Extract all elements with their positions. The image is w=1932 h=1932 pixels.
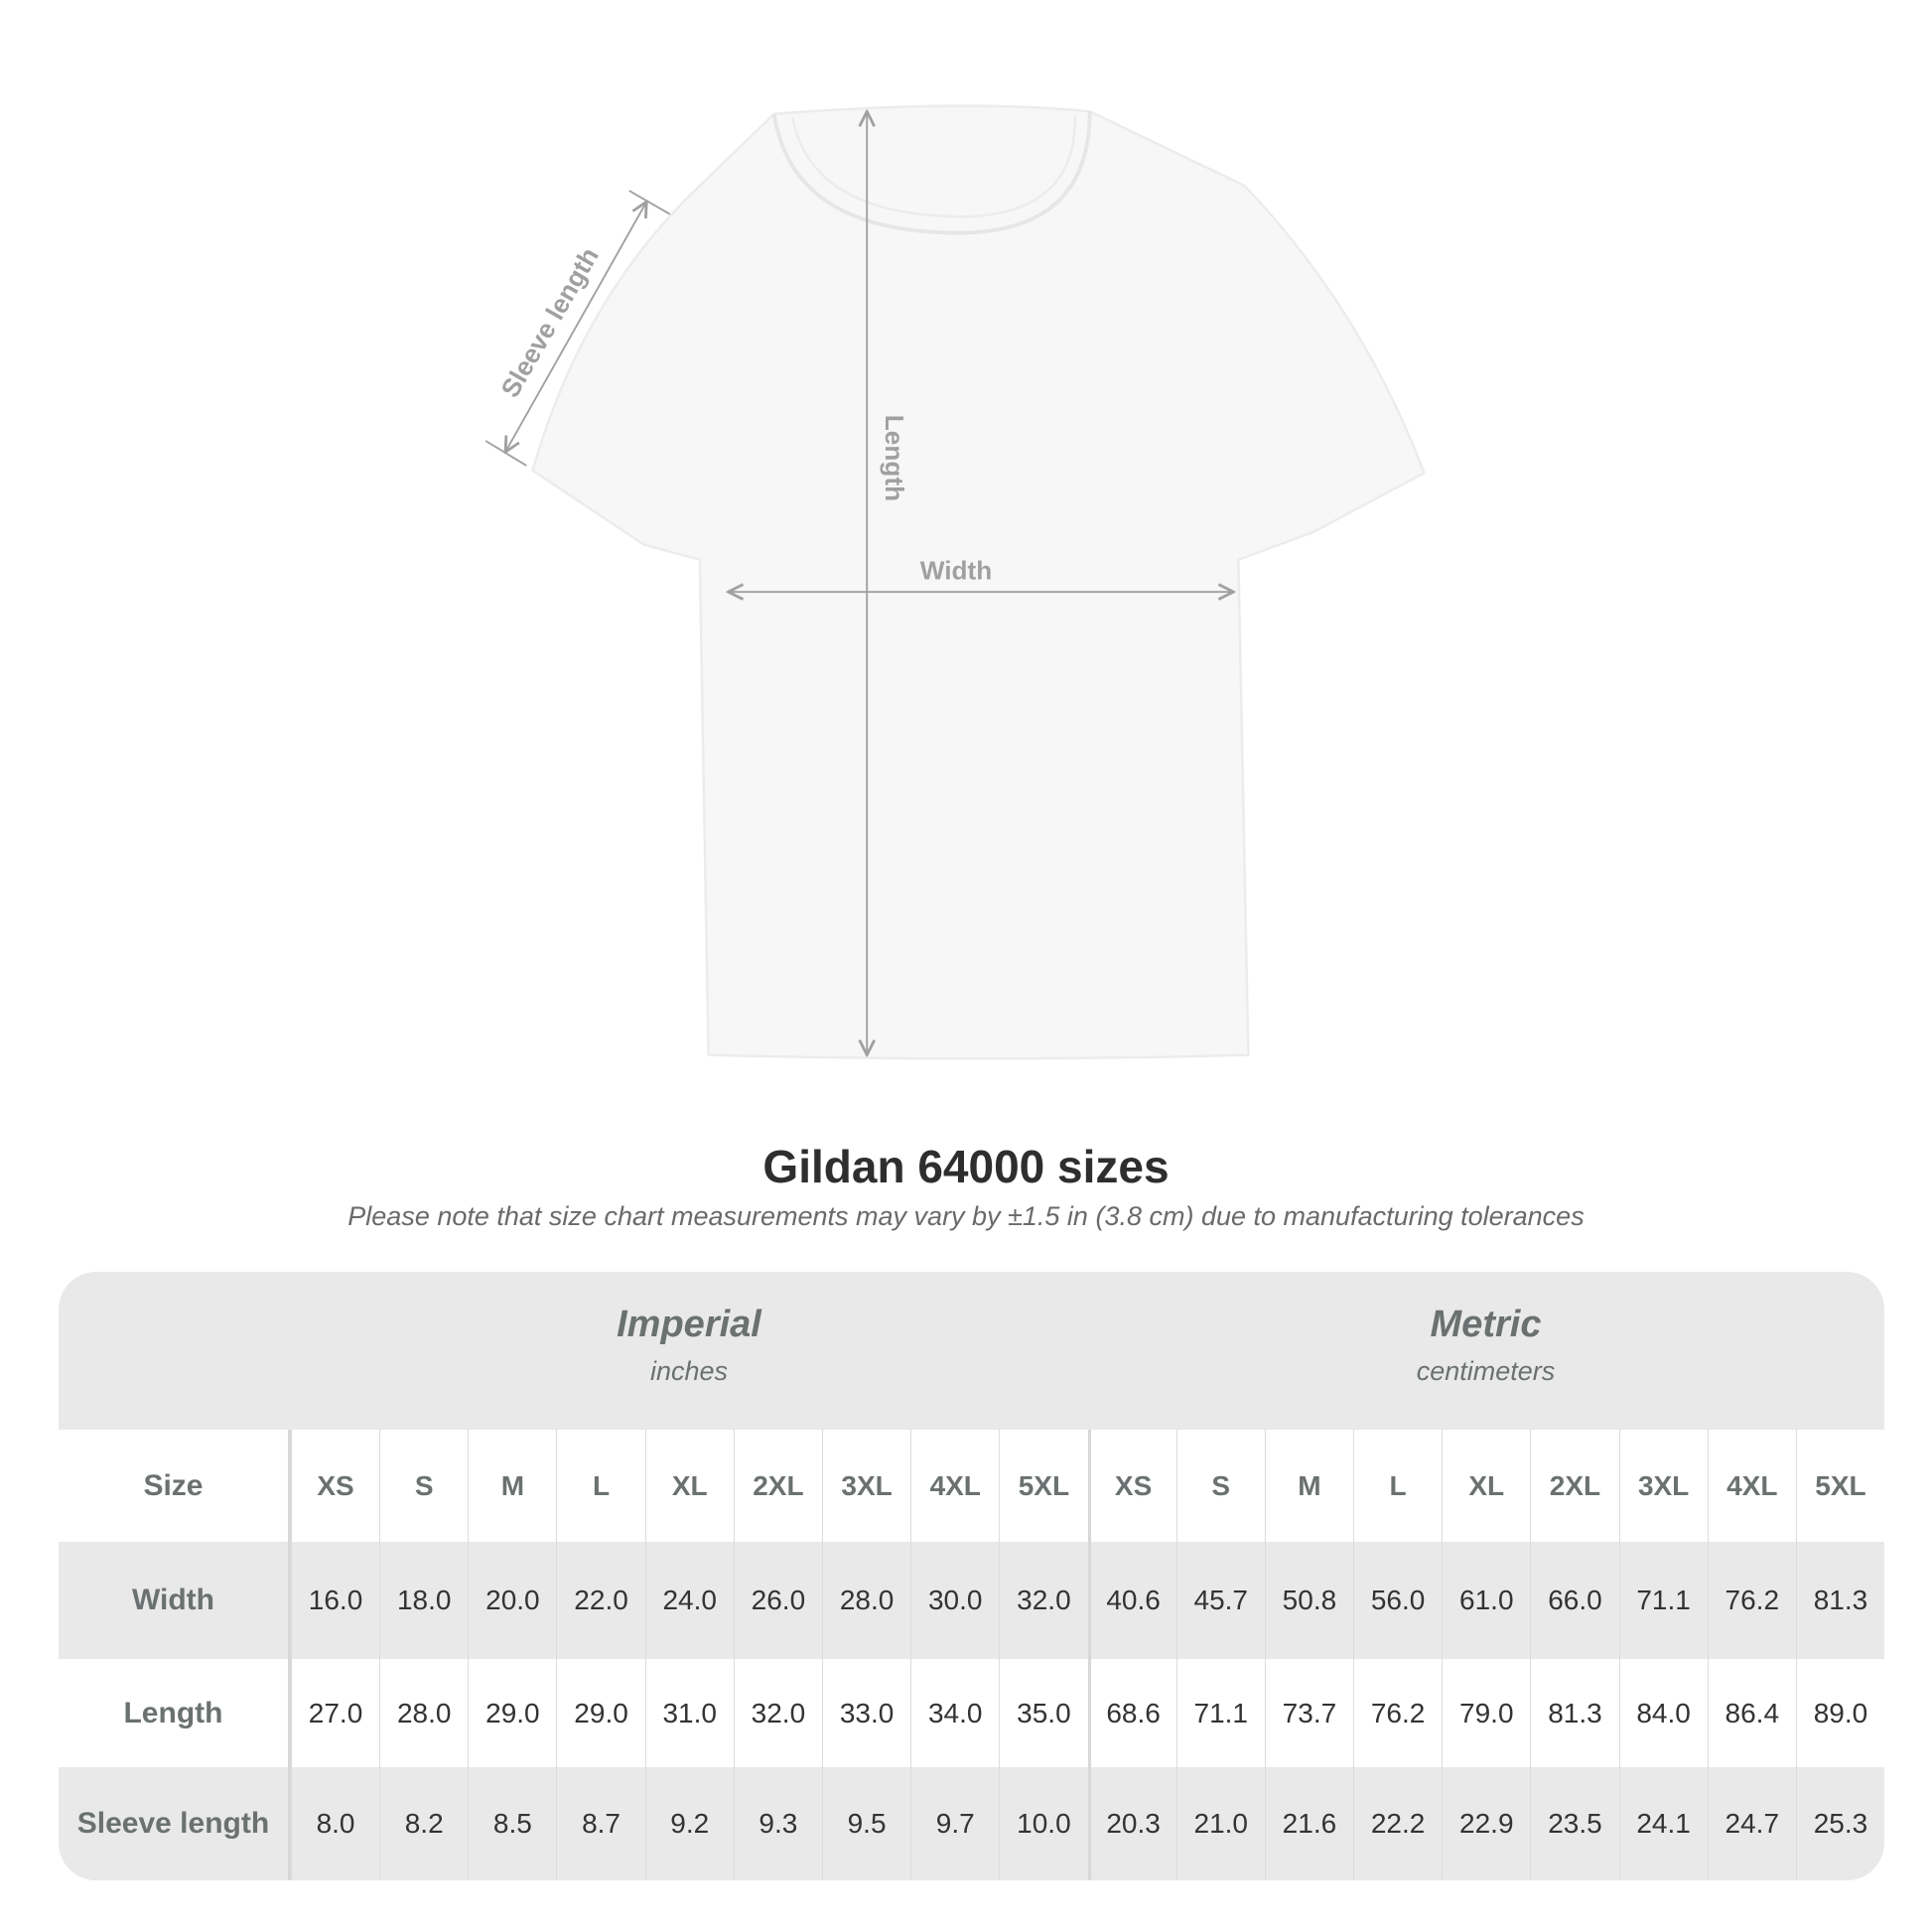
metric-size-header: XL [1442,1430,1530,1542]
imperial-value-cell: 32.0 [733,1659,822,1767]
table-row: Sleeve length 8.0 8.2 8.5 8.7 9.2 9.3 9.5 9.7 10.… [59,1767,1884,1880]
tshirt-diagram: Length Width Sleeve length [484,104,1427,1060]
imperial-value-cell: 33.0 [821,1659,910,1767]
sleeve-measure-line [505,202,646,452]
imperial-size-header: L [556,1430,644,1542]
metric-size-header: M [1264,1430,1353,1542]
metric-value-cell: 21.6 [1264,1767,1353,1880]
imperial-size-header: M [468,1430,556,1542]
metric-value-cell: 56.0 [1353,1542,1442,1659]
imperial-value-cell: 31.0 [644,1659,734,1767]
row-label: Length [59,1659,291,1767]
metric-value-cell: 81.3 [1795,1542,1884,1659]
imperial-value-cell: 9.3 [733,1767,822,1880]
metric-value-cell: 86.4 [1707,1659,1796,1767]
imperial-value-cell: 29.0 [468,1659,556,1767]
metric-value-cell: 22.2 [1353,1767,1442,1880]
metric-value-cell: 21.0 [1175,1767,1265,1880]
imperial-value-cell: 35.0 [999,1659,1087,1767]
imperial-value-cell: 34.0 [910,1659,999,1767]
metric-value-cell: 81.3 [1530,1659,1618,1767]
metric-value-cell: 68.6 [1087,1659,1176,1767]
metric-size-header: 4XL [1707,1430,1796,1542]
metric-value-cell: 76.2 [1707,1542,1796,1659]
metric-value-cell: 45.7 [1175,1542,1265,1659]
imperial-size-header: 2XL [733,1430,822,1542]
metric-value-cell: 71.1 [1175,1659,1265,1767]
metric-size-header: S [1175,1430,1265,1542]
imperial-value-cell: 26.0 [733,1542,822,1659]
metric-unit: centimeters [1416,1356,1556,1386]
metric-value-cell: 76.2 [1353,1659,1442,1767]
imperial-value-cell: 10.0 [999,1767,1087,1880]
metric-value-cell: 61.0 [1442,1542,1530,1659]
metric-value-cell: 66.0 [1530,1542,1618,1659]
row-label: Sleeve length [59,1767,291,1880]
page-title: Gildan 64000 sizes [762,1141,1170,1192]
metric-value-cell: 22.9 [1442,1767,1530,1880]
imperial-title: Imperial [617,1304,761,1345]
imperial-size-header: XS [290,1430,379,1542]
table-row: Length 27.0 28.0 29.0 29.0 31.0 32.0 33.0 34.0 35… [59,1659,1884,1767]
metric-value-cell: 73.7 [1264,1659,1353,1767]
imperial-size-header: XL [644,1430,734,1542]
metric-title: Metric [1430,1304,1542,1345]
metric-value-cell: 25.3 [1795,1767,1884,1880]
imperial-value-cell: 9.2 [644,1767,734,1880]
metric-value-cell: 24.1 [1618,1767,1708,1880]
metric-size-header: 3XL [1618,1430,1708,1542]
metric-value-cell: 20.3 [1087,1767,1176,1880]
metric-size-header: XS [1087,1430,1176,1542]
imperial-value-cell: 27.0 [290,1659,379,1767]
metric-size-header: 5XL [1795,1430,1884,1542]
imperial-size-header: 3XL [821,1430,910,1542]
imperial-size-header: 4XL [910,1430,999,1542]
table-row: Width 16.0 18.0 20.0 22.0 24.0 26.0 28.0 30.0 32.… [59,1542,1884,1659]
imperial-value-cell: 28.0 [821,1542,910,1659]
imperial-value-cell: 20.0 [468,1542,556,1659]
metric-value-cell: 71.1 [1618,1542,1708,1659]
imperial-value-cell: 8.2 [379,1767,468,1880]
imperial-value-cell: 32.0 [999,1542,1087,1659]
imperial-value-cell: 8.5 [468,1767,556,1880]
metric-size-header: 2XL [1530,1430,1618,1542]
metric-value-cell: 84.0 [1618,1659,1708,1767]
tolerance-note: Please note that size chart measurements… [347,1201,1585,1231]
imperial-value-cell: 9.7 [910,1767,999,1880]
imperial-value-cell: 22.0 [556,1542,644,1659]
imperial-value-cell: 8.7 [556,1767,644,1880]
imperial-value-cell: 8.0 [290,1767,379,1880]
imperial-unit: inches [649,1356,729,1386]
size-table: Imperial inches Metric centimeters Size X… [59,1272,1884,1880]
imperial-value-cell: 9.5 [821,1767,910,1880]
width-label: Width [920,556,992,586]
row-label: Width [59,1542,291,1659]
imperial-value-cell: 30.0 [910,1542,999,1659]
imperial-header: Imperial inches [291,1272,1087,1430]
metric-value-cell: 40.6 [1087,1542,1176,1659]
row-label: Size [59,1430,291,1542]
metric-size-header: L [1353,1430,1442,1542]
length-label: Length [880,415,909,501]
imperial-value-cell: 24.0 [644,1542,734,1659]
imperial-size-header: 5XL [999,1430,1087,1542]
metric-value-cell: 23.5 [1530,1767,1618,1880]
metric-value-cell: 79.0 [1442,1659,1530,1767]
size-header-row: Size XS S M L XL 2XL 3XL 4XL 5XL XS S M L XL 2XL 3XL 4XL 5… [59,1430,1884,1542]
metric-value-cell: 89.0 [1795,1659,1884,1767]
imperial-value-cell: 29.0 [556,1659,644,1767]
metric-value-cell: 24.7 [1707,1767,1796,1880]
metric-value-cell: 50.8 [1264,1542,1353,1659]
imperial-value-cell: 18.0 [379,1542,468,1659]
imperial-value-cell: 28.0 [379,1659,468,1767]
imperial-value-cell: 16.0 [290,1542,379,1659]
imperial-size-header: S [379,1430,468,1542]
metric-header: Metric centimeters [1087,1272,1884,1430]
